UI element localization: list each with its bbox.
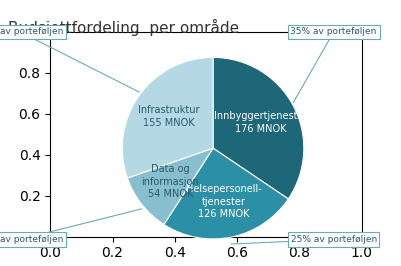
- Wedge shape: [127, 148, 213, 225]
- Text: 35% av porteføljen: 35% av porteføljen: [290, 27, 376, 36]
- Wedge shape: [122, 57, 213, 178]
- Text: 30% av porteføljen: 30% av porteføljen: [0, 27, 63, 36]
- Wedge shape: [164, 148, 288, 239]
- Text: Infrastruktur
155 MNOK: Infrastruktur 155 MNOK: [138, 105, 199, 128]
- Text: Innbyggertjenester
176 MNOK: Innbyggertjenester 176 MNOK: [214, 111, 307, 134]
- Text: Data og
informasjon
54 MNOK: Data og informasjon 54 MNOK: [141, 164, 198, 199]
- Text: Helsepersonell-
tjenester
126 MNOK: Helsepersonell- tjenester 126 MNOK: [186, 184, 261, 219]
- Text: 25% av porteføljen: 25% av porteføljen: [290, 235, 376, 244]
- Text: Budsjettfordeling  per område: Budsjettfordeling per område: [8, 19, 239, 36]
- Wedge shape: [213, 57, 303, 199]
- Text: 10% av porteføljen: 10% av porteføljen: [0, 235, 63, 244]
